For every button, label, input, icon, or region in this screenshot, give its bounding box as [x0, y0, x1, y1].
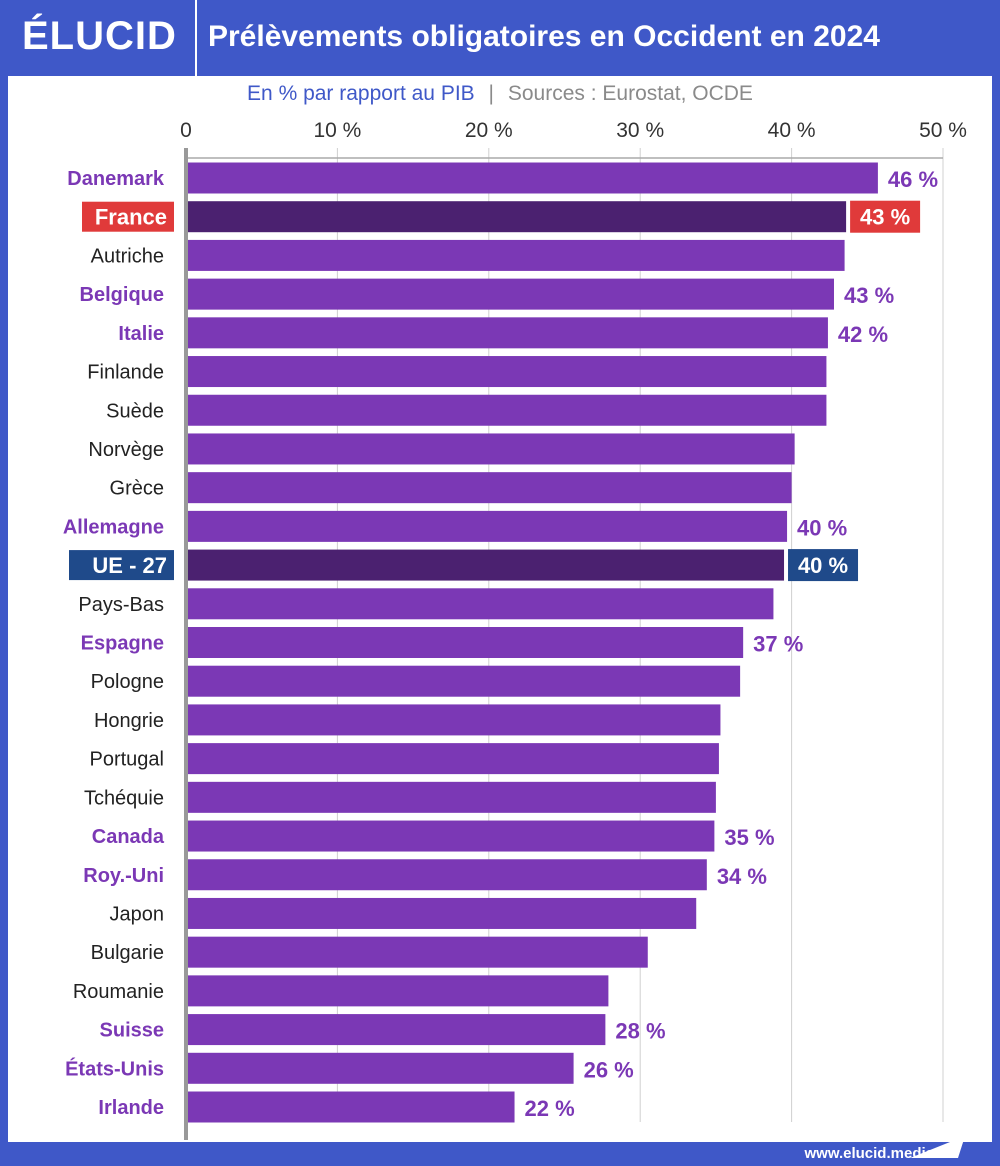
bar: [186, 627, 744, 658]
data-label: 28 %: [615, 1019, 665, 1044]
bar: [186, 278, 834, 310]
elucid-logo: ÉLUCID: [22, 14, 177, 58]
category-label: Roy.-Uni: [83, 865, 164, 887]
x-tick-label: 30 %: [616, 119, 664, 142]
category-highlight-box: [82, 201, 174, 232]
data-label: 34 %: [717, 864, 767, 889]
category-label: Allemagne: [63, 516, 164, 538]
category-label: Suède: [106, 400, 164, 422]
x-tick-label: 20 %: [465, 119, 513, 142]
category-label: Pologne: [91, 671, 164, 693]
unit-label: En % par rapport au PIB: [247, 82, 475, 105]
header: ÉLUCID Prélèvements obligatoires en Occi…: [0, 0, 1000, 76]
x-tick-label: 0: [180, 119, 192, 142]
bar: [186, 820, 715, 852]
bar: [186, 588, 774, 620]
data-label: 26 %: [584, 1057, 634, 1082]
x-tick-label: 40 %: [768, 119, 816, 142]
data-label: 40 %: [798, 553, 848, 578]
data-label: 42 %: [838, 322, 888, 347]
category-label: Tchéquie: [84, 787, 164, 809]
category-label: États-Unis: [65, 1057, 164, 1080]
bar: [186, 743, 719, 775]
data-label-box: [788, 549, 859, 582]
bar: [186, 1014, 606, 1046]
data-label-box: [850, 200, 921, 233]
category-highlight-box: [69, 550, 174, 581]
bar: [186, 317, 828, 349]
category-label: Italie: [118, 323, 164, 345]
category-label: Portugal: [90, 749, 165, 771]
category-label: Japon: [110, 903, 165, 925]
category-label: France: [95, 205, 167, 230]
category-label: Danemark: [67, 168, 165, 190]
category-label: Pays-Bas: [78, 594, 164, 616]
bar: [186, 936, 648, 968]
chart-title: Prélèvements obligatoires en Occident en…: [208, 20, 880, 53]
category-label: Hongrie: [94, 710, 164, 732]
category-label: Finlande: [87, 362, 164, 384]
data-label: 46 %: [888, 167, 938, 192]
bar: [186, 472, 792, 504]
data-label: 43 %: [860, 205, 910, 230]
data-label: 35 %: [724, 825, 774, 850]
x-tick-label: 50 %: [919, 119, 967, 142]
footer-url[interactable]: www.elucid.media: [804, 1145, 934, 1162]
category-label: UE - 27: [92, 553, 167, 578]
source-label: Sources : Eurostat, OCDE: [507, 82, 753, 105]
subtitle: En % par rapport au PIB | Sources : Euro…: [0, 82, 1000, 106]
category-label: Bulgarie: [91, 942, 164, 964]
bar: [186, 239, 845, 271]
category-label: Norvège: [88, 439, 164, 461]
bar: [186, 975, 609, 1007]
bar: [186, 859, 707, 891]
x-tick-label: 10 %: [313, 119, 361, 142]
bar: [186, 433, 795, 465]
category-label: Autriche: [91, 245, 164, 267]
category-label: Canada: [92, 826, 165, 848]
bar: [186, 1052, 574, 1084]
bar: [186, 781, 716, 813]
data-label: 37 %: [753, 632, 803, 657]
data-label: 22 %: [525, 1096, 575, 1121]
category-label: Suisse: [100, 1020, 164, 1042]
bar: [186, 356, 827, 388]
bar: [186, 897, 697, 929]
bar: [186, 201, 847, 233]
bar: [186, 1091, 515, 1123]
data-label: 43 %: [844, 283, 894, 308]
category-label: Espagne: [81, 633, 164, 655]
data-label: 40 %: [797, 515, 847, 540]
bar: [186, 510, 788, 542]
bar: [186, 665, 741, 697]
bar: [186, 549, 785, 581]
bar: [186, 162, 878, 194]
header-divider: [195, 0, 197, 76]
bar: [186, 704, 721, 736]
subtitle-separator: |: [488, 82, 494, 105]
category-label: Roumanie: [73, 981, 164, 1003]
category-label: Grèce: [110, 478, 164, 500]
category-label: Belgique: [80, 284, 164, 306]
category-label: Irlande: [98, 1097, 164, 1119]
bar: [186, 394, 827, 426]
